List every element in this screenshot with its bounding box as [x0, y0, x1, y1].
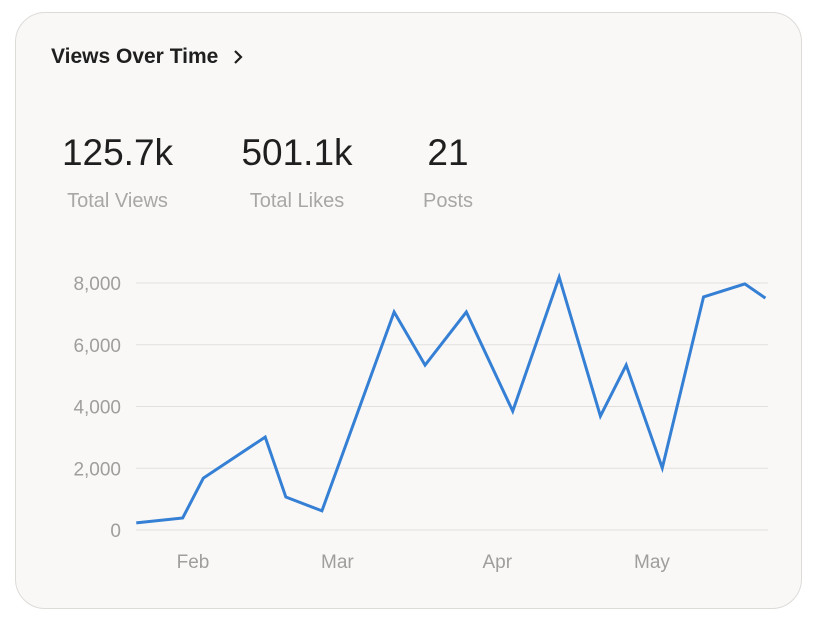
- x-tick-label: May: [634, 552, 670, 573]
- stat-total-views: 125.7k Total Views: [55, 132, 180, 213]
- chevron-right-icon: [234, 50, 243, 64]
- y-tick-label: 8,000: [73, 274, 121, 295]
- stat-value: 125.7k: [61, 132, 174, 173]
- stat-label: Total Likes: [249, 190, 345, 212]
- y-tick-label: 6,000: [73, 336, 121, 357]
- stat-value: 21: [427, 132, 469, 173]
- x-tick-label: Feb: [177, 552, 210, 573]
- views-over-time-link[interactable]: Views Over Time: [51, 45, 244, 69]
- views-card: [15, 12, 802, 609]
- views-series-line: [136, 272, 767, 525]
- stat-label: Posts: [422, 190, 474, 212]
- stat-posts: 21 Posts: [412, 132, 484, 213]
- stat-value: 501.1k: [241, 132, 353, 173]
- stat-total-likes: 501.1k Total Likes: [238, 132, 356, 213]
- x-tick-label: Mar: [321, 552, 354, 573]
- y-tick-label: 0: [110, 521, 121, 542]
- card-title: Views Over Time: [51, 45, 219, 68]
- y-tick-label: 2,000: [73, 459, 121, 480]
- x-tick-label: Apr: [482, 552, 512, 573]
- y-tick-label: 4,000: [73, 398, 121, 419]
- stat-label: Total Views: [67, 190, 168, 212]
